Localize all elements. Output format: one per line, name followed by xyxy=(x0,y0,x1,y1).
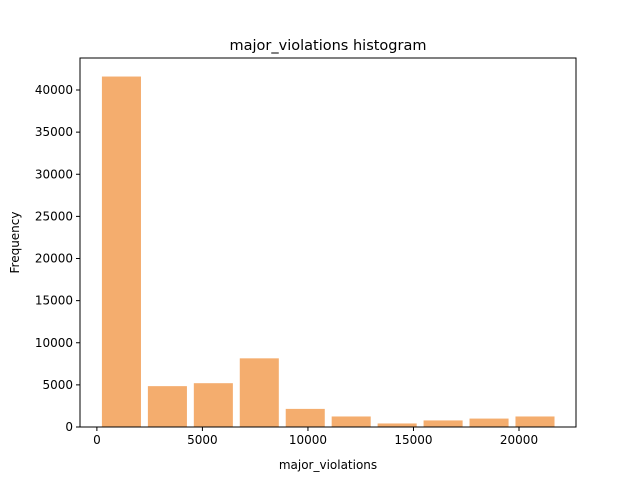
histogram-bar-7 xyxy=(377,423,417,427)
y-axis-label: Frequency xyxy=(8,212,22,274)
chart-title: major_violations histogram xyxy=(230,38,427,54)
histogram-bar-2 xyxy=(147,386,187,427)
histogram-bar-1 xyxy=(101,76,141,428)
x-tick-label: 10000 xyxy=(289,433,327,447)
histogram-bar-4 xyxy=(239,358,279,427)
histogram-bar-10 xyxy=(515,416,555,427)
y-tick-label: 30000 xyxy=(35,167,73,181)
y-tick-label: 15000 xyxy=(35,294,73,308)
y-axis-ticks: 0 5000 10000 15000 20000 25000 30000 35000 40000 xyxy=(35,83,80,434)
plot-area-frame xyxy=(79,57,577,428)
y-tick-label: 5000 xyxy=(42,378,73,392)
y-tick-label: 25000 xyxy=(35,209,73,223)
x-tick-label: 0 xyxy=(93,433,101,447)
x-tick-label: 20000 xyxy=(500,433,538,447)
y-tick-label: 0 xyxy=(65,420,73,434)
histogram-bar-8 xyxy=(423,420,463,427)
y-tick-label: 10000 xyxy=(35,336,73,350)
y-tick-label: 20000 xyxy=(35,252,73,266)
x-axis-label: major_violations xyxy=(279,458,377,472)
x-tick-label: 15000 xyxy=(394,433,432,447)
x-tick-label: 5000 xyxy=(187,433,218,447)
histogram-bar-6 xyxy=(331,416,371,427)
y-tick-label: 40000 xyxy=(35,83,73,97)
histogram-bar-5 xyxy=(285,408,325,427)
histogram-bar-3 xyxy=(193,383,233,427)
x-axis-ticks: 0 5000 10000 15000 20000 xyxy=(93,427,538,447)
histogram-bar-9 xyxy=(469,418,509,427)
bars-group xyxy=(101,76,555,428)
y-tick-label: 35000 xyxy=(35,125,73,139)
